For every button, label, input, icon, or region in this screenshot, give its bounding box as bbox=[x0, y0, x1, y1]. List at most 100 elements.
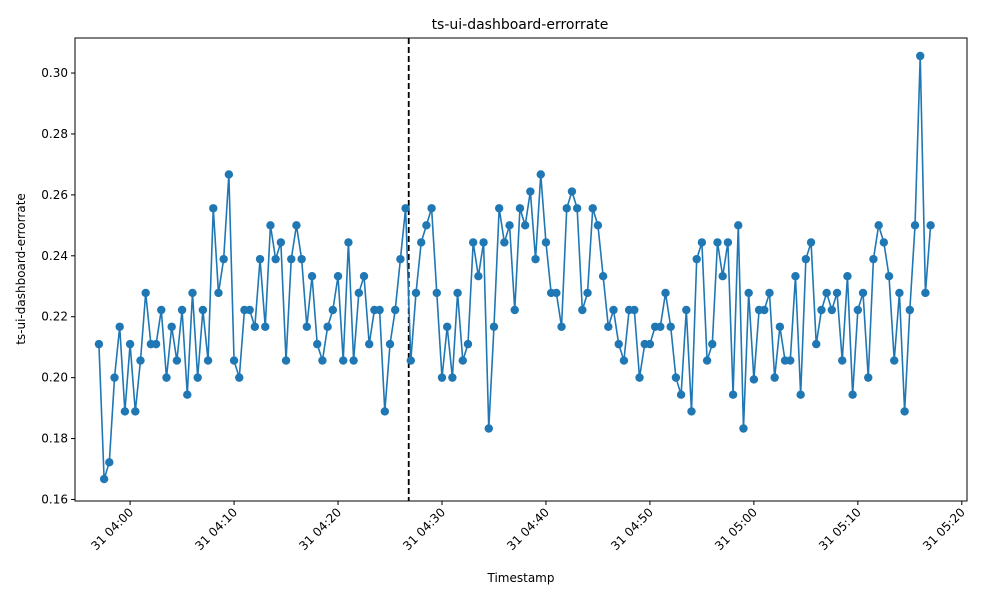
data-point bbox=[520, 221, 530, 230]
data-point bbox=[869, 254, 878, 264]
data-point bbox=[728, 390, 738, 399]
data-point bbox=[297, 254, 306, 264]
data-point bbox=[588, 204, 597, 213]
data-point bbox=[921, 288, 930, 298]
data-point bbox=[474, 272, 483, 281]
data-point bbox=[131, 407, 140, 416]
data-point bbox=[791, 272, 800, 281]
data-point bbox=[422, 221, 431, 230]
data-point bbox=[557, 322, 566, 331]
data-point bbox=[749, 375, 759, 384]
data-point bbox=[136, 356, 145, 365]
data-point bbox=[458, 356, 467, 365]
data-point bbox=[442, 322, 452, 331]
data-point bbox=[656, 322, 665, 331]
data-point bbox=[380, 407, 390, 416]
data-point bbox=[453, 288, 462, 298]
data-point bbox=[245, 305, 254, 315]
data-point bbox=[188, 288, 197, 298]
data-point bbox=[567, 187, 577, 196]
axes-frame bbox=[74, 37, 968, 502]
data-point bbox=[505, 221, 514, 230]
data-point bbox=[609, 305, 618, 315]
y-tick-label: 0.28 bbox=[41, 127, 68, 141]
y-axis: 0.16 0.18 0.20 0.22 0.24 0.26 0.28 0.30 bbox=[41, 66, 75, 506]
data-point bbox=[515, 204, 525, 213]
data-point bbox=[770, 373, 779, 382]
data-point bbox=[593, 221, 603, 230]
data-point bbox=[874, 221, 883, 230]
data-point bbox=[838, 356, 847, 365]
y-tick-label: 0.24 bbox=[41, 249, 68, 263]
data-point bbox=[292, 221, 301, 230]
data-point bbox=[775, 322, 785, 331]
data-point bbox=[339, 356, 348, 365]
chart-title: ts-ui-dashboard-errorrate bbox=[432, 17, 609, 33]
data-point bbox=[229, 356, 239, 365]
data-point bbox=[713, 238, 722, 247]
data-point bbox=[598, 272, 608, 281]
data-point bbox=[890, 356, 899, 365]
data-point bbox=[110, 373, 119, 382]
data-point bbox=[115, 322, 124, 331]
data-point bbox=[489, 322, 499, 331]
data-point bbox=[406, 356, 415, 365]
data-point bbox=[572, 204, 582, 213]
data-point bbox=[718, 272, 727, 281]
data-point bbox=[411, 288, 421, 298]
y-axis-title: ts-ui-dashboard-errorrate bbox=[14, 193, 28, 345]
data-point bbox=[666, 322, 675, 331]
data-point bbox=[313, 339, 322, 349]
data-point bbox=[344, 238, 353, 247]
data-point bbox=[671, 373, 681, 382]
data-point bbox=[879, 238, 889, 247]
y-tick-label: 0.26 bbox=[41, 188, 68, 202]
data-point bbox=[209, 204, 218, 213]
data-point bbox=[682, 305, 691, 315]
data-point bbox=[583, 288, 592, 298]
data-point bbox=[832, 288, 842, 298]
data-point bbox=[396, 254, 405, 264]
data-point bbox=[676, 390, 686, 399]
data-point bbox=[827, 305, 837, 315]
data-point bbox=[261, 322, 270, 331]
data-point bbox=[281, 356, 291, 365]
data-point bbox=[401, 204, 410, 213]
data-point bbox=[183, 390, 192, 399]
data-point bbox=[796, 390, 805, 399]
y-tick-label: 0.22 bbox=[41, 310, 68, 324]
data-point bbox=[359, 272, 369, 281]
data-point bbox=[99, 474, 109, 484]
data-point bbox=[635, 373, 644, 382]
data-point bbox=[427, 204, 436, 213]
data-point bbox=[853, 305, 863, 315]
data-point bbox=[692, 254, 701, 264]
data-series bbox=[94, 51, 935, 484]
data-point bbox=[562, 204, 571, 213]
data-point bbox=[926, 221, 935, 230]
data-point bbox=[723, 238, 733, 247]
data-point bbox=[484, 424, 493, 433]
data-point bbox=[604, 322, 613, 331]
data-point bbox=[817, 305, 826, 315]
data-point bbox=[812, 339, 821, 349]
data-point bbox=[328, 305, 338, 315]
data-point bbox=[391, 305, 400, 315]
data-point bbox=[916, 51, 925, 61]
data-point bbox=[739, 424, 748, 433]
data-point bbox=[661, 288, 670, 298]
data-point bbox=[702, 356, 712, 365]
data-point bbox=[786, 356, 795, 365]
data-point bbox=[510, 305, 519, 315]
data-point bbox=[276, 238, 286, 247]
data-point bbox=[463, 339, 473, 349]
data-point bbox=[385, 339, 395, 349]
data-point bbox=[266, 221, 275, 230]
data-point bbox=[105, 458, 114, 467]
data-point bbox=[536, 170, 545, 179]
data-point bbox=[167, 322, 176, 331]
data-point bbox=[479, 238, 488, 247]
data-point bbox=[417, 238, 426, 247]
data-point bbox=[526, 187, 535, 196]
